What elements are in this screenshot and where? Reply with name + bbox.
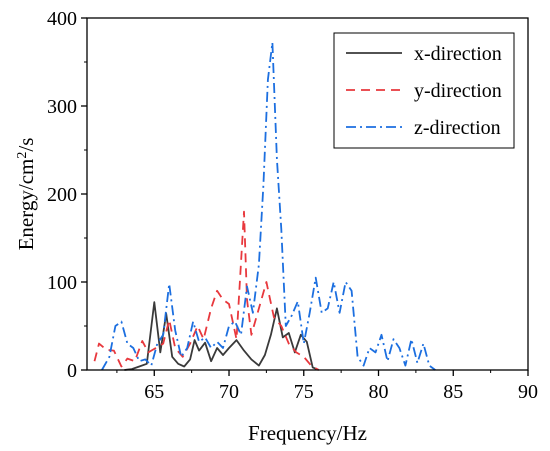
y-tick-label: 400 <box>47 8 77 30</box>
y-tick-label: 0 <box>67 360 77 382</box>
y-tick-label: 300 <box>47 96 77 118</box>
y-axis-title-sup: 2 <box>15 152 30 159</box>
tick-layer: 65 70 75 80 85 90 0 100 200 300 400 <box>47 8 538 403</box>
y-axis-title: Energy/cm2/s <box>14 138 38 251</box>
x-tick-label: 75 <box>294 381 314 403</box>
series-layer <box>93 41 436 371</box>
x-axis-title: Frequency/Hz <box>248 421 367 445</box>
legend-label: y-direction <box>414 80 502 102</box>
y-tick-label: 100 <box>47 272 77 294</box>
x-tick-label: 85 <box>443 381 463 403</box>
x-tick-label: 65 <box>144 381 164 403</box>
y-axis-title-suffix: /s <box>14 138 38 152</box>
series-line-x-direction <box>124 301 320 371</box>
series-line-z-direction <box>101 41 436 371</box>
legend: x-direction y-direction z-direction <box>333 32 515 149</box>
x-tick-label: 70 <box>219 381 239 403</box>
series-line-y-direction <box>93 210 320 371</box>
legend-label: z-direction <box>414 117 501 139</box>
y-tick-label: 200 <box>47 184 77 206</box>
y-axis-title-prefix: Energy/cm <box>14 159 38 251</box>
legend-label: x-direction <box>414 43 502 65</box>
x-tick-label: 80 <box>369 381 389 403</box>
x-tick-label: 90 <box>518 381 538 403</box>
